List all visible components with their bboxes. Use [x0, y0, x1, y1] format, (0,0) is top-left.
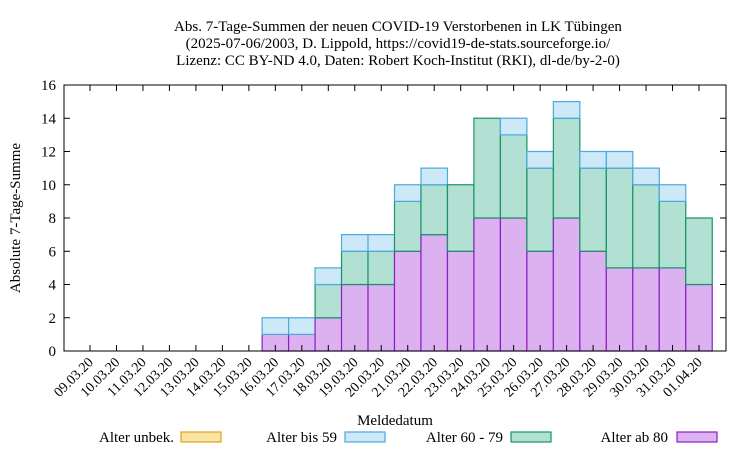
bar-alter-60-79-01.04.20 — [685, 217, 713, 286]
bar-alter-60-79-20.03.20 — [367, 250, 396, 286]
y-tick-label: 6 — [49, 244, 57, 260]
bar-alter-bis-59-29.03.20 — [605, 150, 634, 169]
bar-alter-bis-59-20.03.20 — [367, 234, 396, 252]
x-axis-label: Meldedatum — [357, 413, 433, 429]
bar-alter-ab-80-21.03.20 — [393, 250, 422, 352]
bar-alter-60-79-29.03.20 — [605, 167, 634, 269]
bar-alter-bis-59-17.03.20 — [287, 317, 316, 335]
bar-alter-ab-80-20.03.20 — [367, 283, 396, 352]
bar-alter-ab-80-27.03.20 — [552, 217, 581, 352]
bar-alter-bis-59-21.03.20 — [393, 184, 422, 202]
y-tick-label: 0 — [49, 344, 57, 360]
bar-alter-bis-59-27.03.20 — [552, 101, 581, 119]
y-tick-label: 12 — [41, 145, 56, 161]
bar-alter-60-79-25.03.20 — [499, 134, 528, 219]
bar-alter-bis-59-26.03.20 — [526, 150, 554, 169]
chart-title-line-2: (2025-07-06/2003, D. Lippold, https://co… — [186, 36, 611, 52]
legend-label: Alter unbek. — [99, 430, 174, 446]
bar-alter-ab-80-28.03.20 — [579, 250, 607, 352]
bar-alter-bis-59-28.03.20 — [579, 150, 607, 169]
bar-alter-ab-80-01.04.20 — [685, 283, 713, 352]
legend-item-alter-unbek-: Alter unbek. — [99, 430, 222, 446]
bar-alter-60-79-27.03.20 — [552, 117, 581, 219]
legend-label: Alter bis 59 — [266, 430, 337, 446]
bar-alter-ab-80-24.03.20 — [473, 217, 502, 352]
bar-alter-ab-80-26.03.20 — [526, 250, 554, 352]
y-tick-label: 10 — [41, 178, 56, 194]
bar-alter-60-79-21.03.20 — [393, 200, 422, 252]
bar-alter-bis-59-25.03.20 — [499, 117, 528, 136]
bar-alter-bis-59-18.03.20 — [314, 267, 343, 286]
bar-alter-ab-80-25.03.20 — [499, 217, 528, 352]
bar-alter-bis-59-30.03.20 — [632, 167, 660, 186]
bar-alter-bis-59-19.03.20 — [340, 234, 369, 252]
chart-title: Abs. 7-Tage-Summen der neuen COVID-19 Ve… — [174, 19, 622, 69]
bar-alter-ab-80-23.03.20 — [446, 250, 475, 352]
legend-item-alter-60-79: Alter 60 - 79 — [426, 430, 552, 446]
bar-alter-ab-80-19.03.20 — [340, 283, 369, 352]
legend-label: Alter ab 80 — [601, 430, 668, 446]
legend-swatch — [676, 431, 718, 443]
legend-label: Alter 60 - 79 — [426, 430, 503, 446]
y-tick-label: 14 — [41, 111, 57, 127]
bar-alter-bis-59-22.03.20 — [420, 167, 449, 186]
bar-alter-ab-80-31.03.20 — [658, 267, 687, 352]
bar-alter-60-79-23.03.20 — [446, 184, 475, 252]
legend-swatch — [180, 431, 222, 443]
y-axis: 0 2 4 6 8 10 12 14 16 — [41, 78, 726, 360]
bar-alter-60-79-26.03.20 — [526, 167, 554, 252]
bar-alter-ab-80-22.03.20 — [420, 234, 449, 352]
bar-alter-ab-80-29.03.20 — [605, 267, 634, 352]
legend-item-alter-ab-80: Alter ab 80 — [601, 430, 718, 446]
bar-alter-60-79-31.03.20 — [658, 200, 687, 269]
bars-layer — [261, 101, 713, 352]
legend-swatch — [510, 431, 552, 443]
chart-title-line-1: Abs. 7-Tage-Summen der neuen COVID-19 Ve… — [174, 19, 622, 35]
bar-alter-60-79-28.03.20 — [579, 167, 607, 252]
bar-alter-60-79-30.03.20 — [632, 184, 660, 269]
bar-alter-bis-59-31.03.20 — [658, 184, 687, 202]
plot-frame — [63, 84, 727, 352]
chart-title-line-3: Lizenz: CC BY-ND 4.0, Daten: Robert Koch… — [176, 53, 620, 69]
y-axis-label: Absolute 7-Tage-Summe — [8, 143, 24, 294]
legend-item-alter-bis-59: Alter bis 59 — [266, 430, 386, 446]
y-tick-label: 16 — [41, 78, 57, 94]
y-tick-label: 4 — [49, 278, 57, 294]
bar-alter-60-79-18.03.20 — [314, 283, 343, 319]
bar-alter-ab-80-30.03.20 — [632, 267, 660, 352]
bar-alter-60-79-24.03.20 — [473, 117, 502, 219]
bar-alter-60-79-19.03.20 — [340, 250, 369, 286]
legend: Alter unbek. Alter bis 59 Alter 60 - 79 Alt… — [99, 430, 718, 446]
y-tick-label: 2 — [49, 311, 57, 327]
y-tick-label: 8 — [49, 211, 57, 227]
bar-alter-60-79-22.03.20 — [420, 184, 449, 236]
legend-swatch — [344, 431, 386, 443]
bar-alter-bis-59-16.03.20 — [261, 317, 290, 335]
